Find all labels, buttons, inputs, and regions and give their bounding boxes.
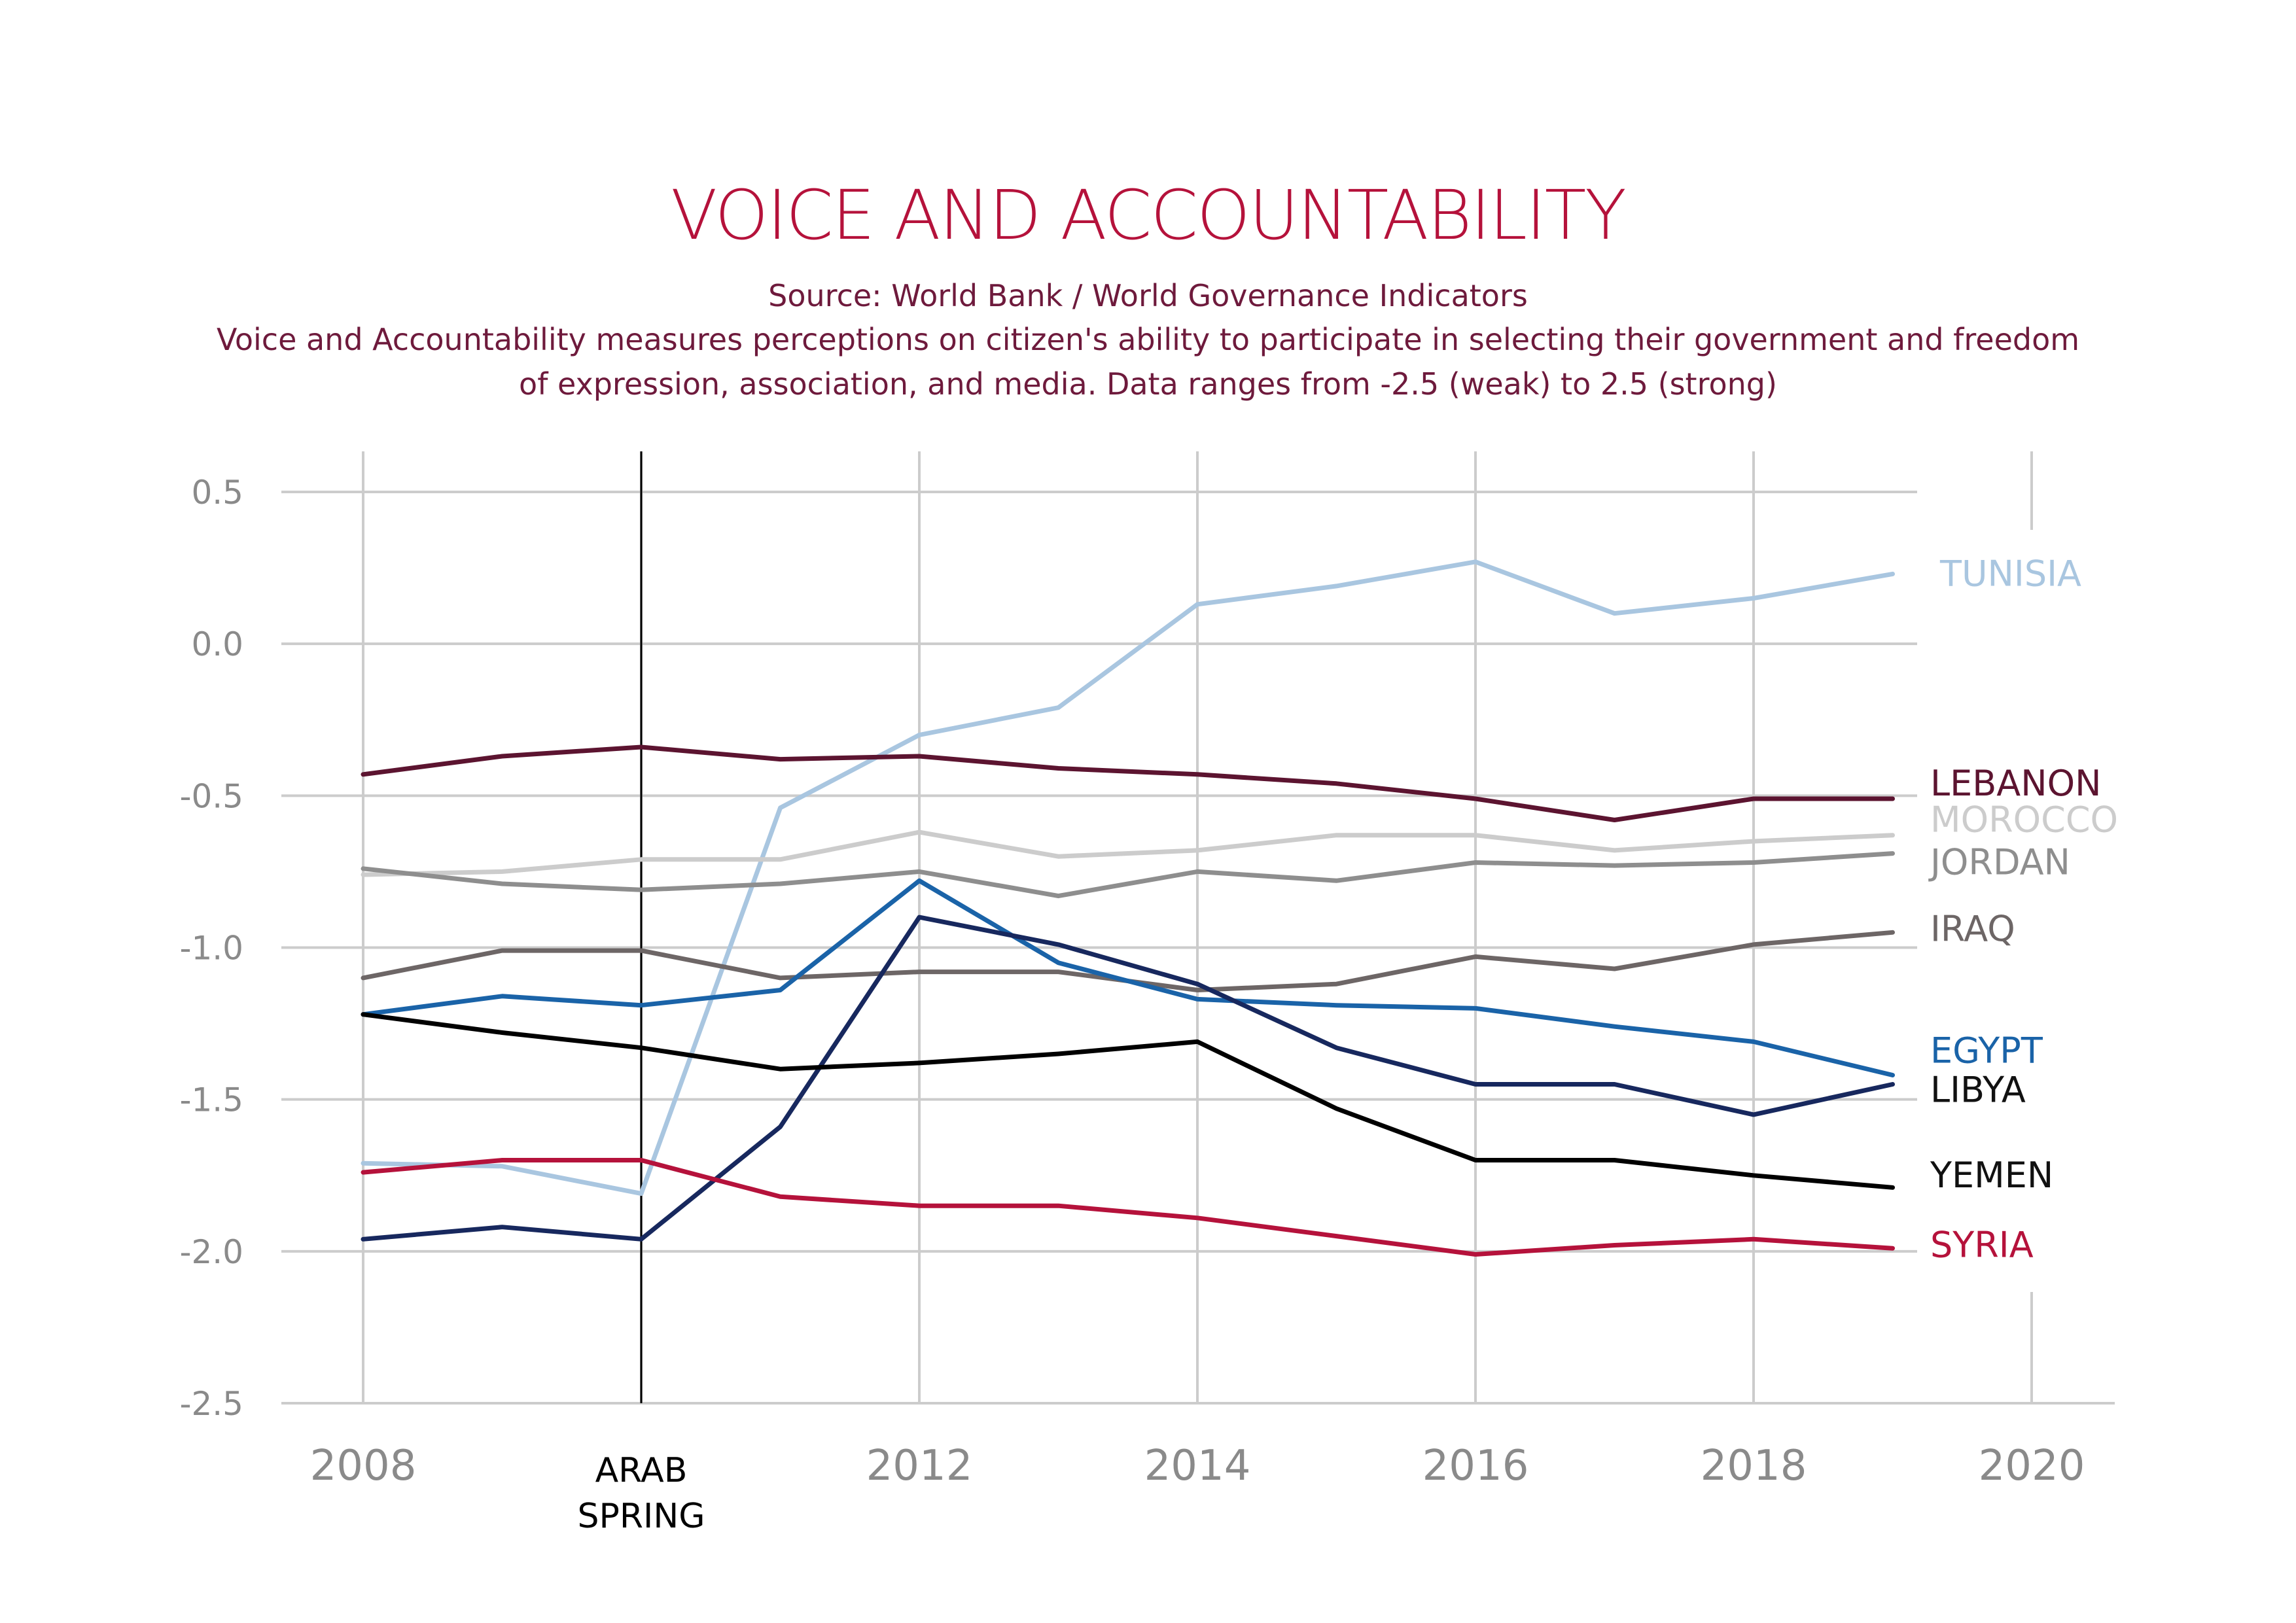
series-line-lebanon [361, 744, 1895, 822]
y-tick-label: 0.0 [191, 625, 243, 663]
series-label-tunisia: TUNISIA [1939, 553, 2081, 594]
y-tick-label: -2.5 [179, 1385, 243, 1423]
chart-description-line1: Voice and Accountability measures percep… [216, 322, 2080, 357]
y-axis-ticks: 0.5 0.0 -0.5 -1.0 -1.5 -2.0 -2.5 [179, 474, 243, 1423]
x-tick-label: 2012 [866, 1442, 973, 1490]
arab-spring-label-line2: SPRING [577, 1497, 705, 1536]
series-line-yemen [361, 1012, 1895, 1190]
arab-spring-label-line1: ARAB [595, 1451, 688, 1490]
series-label-morocco: MOROCCO [1930, 799, 2118, 840]
arab-spring-annotation: ARAB SPRING [577, 451, 705, 1536]
x-axis-ticks: 2008 2012 2014 2016 2018 2020 [310, 1442, 2085, 1490]
y-tick-label: -2.0 [179, 1233, 243, 1271]
series-lines [361, 559, 1895, 1257]
x-tick-label: 2014 [1144, 1442, 1251, 1490]
y-tick-label: -0.5 [179, 777, 243, 815]
x-tick-label: 2016 [1422, 1442, 1529, 1490]
y-tick-label: -1.0 [179, 930, 243, 968]
series-line-jordan [361, 851, 1895, 899]
series-line-libya [361, 915, 1895, 1242]
series-label-iraq: IRAQ [1930, 909, 2015, 950]
series-line-tunisia [361, 559, 1895, 1196]
series-line-syria [361, 1158, 1895, 1257]
chart-description-line2: of expression, association, and media. D… [519, 366, 1777, 402]
series-label-yemen: YEMEN [1930, 1155, 2053, 1196]
series-label-syria: SYRIA [1930, 1225, 2034, 1266]
series-line-egypt [361, 878, 1895, 1077]
grid [281, 451, 2115, 1405]
chart-title: VOICE AND ACCOUNTABILITY [671, 175, 1627, 255]
x-tick-label: 2008 [310, 1442, 417, 1490]
y-tick-label: -1.5 [179, 1081, 243, 1119]
series-label-lebanon: LEBANON [1930, 763, 2101, 804]
series-label-egypt: EGYPT [1930, 1030, 2043, 1071]
series-line-morocco [361, 829, 1895, 877]
x-tick-label: 2020 [1979, 1442, 2085, 1490]
y-tick-label: 0.5 [191, 474, 243, 512]
x-tick-label: 2018 [1701, 1442, 1807, 1490]
chart-source: Source: World Bank / World Governance In… [768, 278, 1528, 313]
series-label-libya: LIBYA [1930, 1070, 2026, 1111]
series-label-jordan: JORDAN [1928, 841, 2070, 882]
